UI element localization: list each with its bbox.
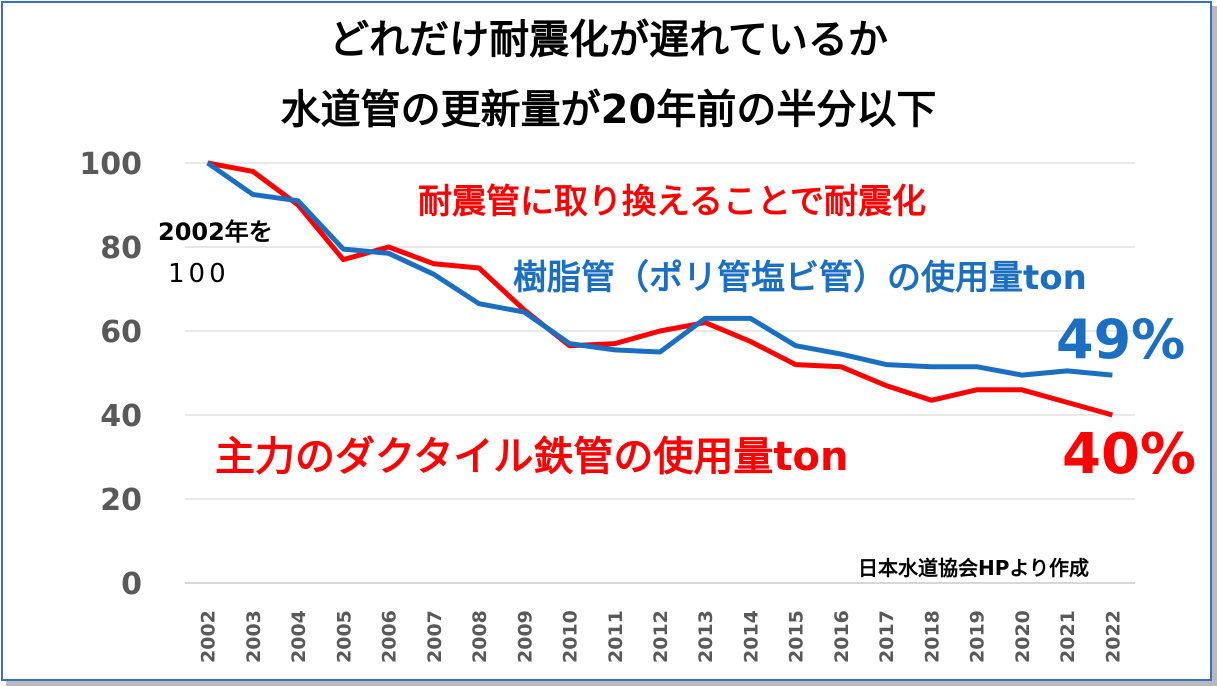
resin-pipe-series-line [206, 160, 1113, 378]
x-tick-label: 2011 [605, 610, 627, 663]
x-tick-label: 2017 [876, 610, 898, 663]
x-tick-label: 2019 [967, 610, 989, 663]
x-tick-label: 2016 [831, 610, 853, 663]
x-tick-label: 2008 [469, 610, 491, 663]
x-tick-label: 2021 [1057, 610, 1079, 663]
chart-title-line1: どれだけ耐震化が遅れているか [329, 17, 888, 63]
x-tick-label: 2010 [560, 610, 582, 663]
ductile-percent-label: 40% [1062, 422, 1197, 487]
x-tick-label: 2003 [243, 610, 265, 663]
x-tick-label: 2004 [288, 610, 310, 663]
y-tick-label: 0 [121, 567, 142, 602]
base-year-note-line1: 2002年を [158, 218, 273, 246]
ductile-series-label: 主力のダクタイル鉄管の使用量ton [215, 434, 849, 480]
chart-title-line2: 水道管の更新量が20年前の半分以下 [280, 87, 937, 133]
x-tick-label: 2015 [786, 610, 808, 663]
x-tick-label: 2012 [650, 610, 672, 663]
ductile-iron-series-line [207, 160, 1114, 418]
resin-series-label: 樹脂管（ポリ管塩ビ管）の使用量ton [513, 258, 1087, 298]
y-tick-label: 20 [100, 483, 142, 518]
x-axis-ticks: 2002 2003 2004 2005 2006 2007 2008 2009 2010 2011… [198, 610, 1125, 663]
resin-percent-label: 49% [1056, 308, 1186, 371]
x-tick-label: 2020 [1012, 610, 1034, 663]
x-tick-label: 2022 [1102, 610, 1124, 663]
x-tick-label: 2018 [921, 610, 943, 663]
x-tick-label: 2002 [198, 610, 220, 663]
x-tick-label: 2005 [333, 610, 355, 663]
seismic-annotation: 耐震管に取り換えることで耐震化 [418, 182, 926, 222]
x-tick-label: 2013 [695, 610, 717, 663]
y-tick-label: 60 [100, 315, 142, 350]
x-tick-label: 2014 [740, 610, 762, 663]
y-tick-label: 40 [100, 399, 142, 434]
x-tick-label: 2009 [514, 610, 536, 663]
y-axis-ticks: 0 20 40 60 80 100 [79, 147, 142, 602]
base-year-note-line2: 100 [168, 259, 230, 289]
source-note: 日本水道協会HPより作成 [858, 556, 1089, 580]
x-tick-label: 2007 [424, 610, 446, 663]
grid-lines [185, 162, 1135, 584]
y-tick-label: 100 [79, 147, 142, 182]
series-lines [206, 160, 1114, 418]
y-tick-label: 80 [100, 231, 142, 266]
x-tick-label: 2006 [379, 610, 401, 663]
